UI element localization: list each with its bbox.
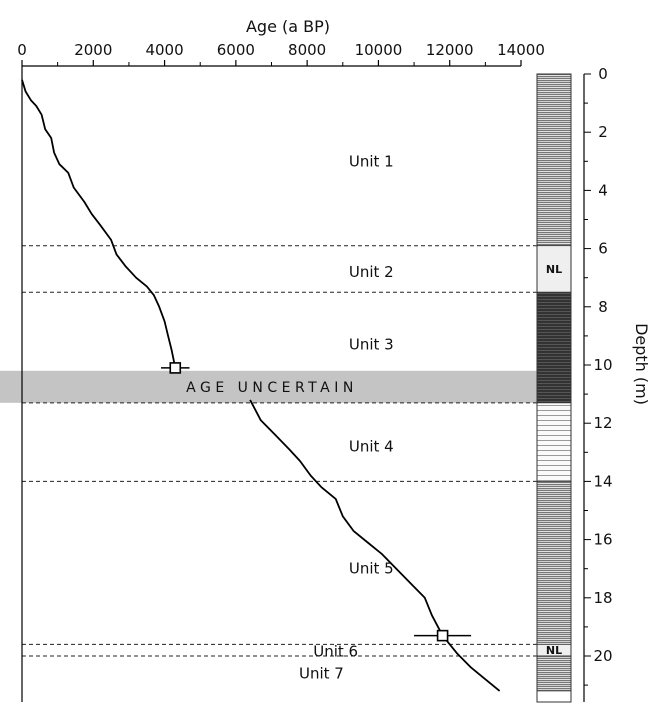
series-line — [21, 79, 177, 369]
y-tick-label: 0 — [598, 65, 608, 83]
age-control-points — [161, 362, 472, 642]
column-segment-medium — [536, 655, 572, 692]
x-tick-label: 8000 — [288, 41, 326, 59]
age-point — [169, 362, 182, 374]
y-tick-label: 4 — [598, 181, 608, 199]
nl-label: NL — [546, 263, 562, 276]
column-segment-dark — [536, 291, 572, 404]
x-tick-label: 0 — [17, 41, 27, 59]
y-tick-label: 20 — [593, 647, 612, 665]
unit-labels: Unit 1 Unit 2 Unit 3 Unit 4 Unit 5 Unit 6 Unit… — [299, 152, 394, 682]
age-point — [436, 629, 449, 642]
unit-label: Unit 4 — [349, 437, 394, 455]
age-depth-curve — [21, 79, 501, 692]
y-tick-label: 2 — [598, 123, 608, 141]
unit-label: Unit 6 — [313, 643, 358, 661]
uncertain-label: AGE UNCERTAIN — [186, 380, 358, 396]
unit-label: Unit 1 — [349, 152, 394, 170]
y-axis-title: Depth (m) — [632, 323, 651, 405]
unit-label: Unit 7 — [299, 664, 344, 682]
uncertain-band-rect — [0, 370, 537, 403]
unit-label: Unit 5 — [349, 560, 394, 578]
x-tick-label: 10000 — [355, 41, 403, 59]
x-tick-label: 12000 — [426, 41, 474, 59]
y-tick-label: 12 — [593, 414, 612, 432]
column-outline — [536, 73, 572, 703]
unit-label: Unit 2 — [349, 263, 394, 281]
unit-label: Unit 3 — [349, 336, 394, 354]
y-tick-label: 8 — [598, 298, 608, 316]
series-line — [249, 399, 501, 692]
y-tick-label: 18 — [593, 589, 612, 607]
x-tick-label: 4000 — [145, 41, 183, 59]
axes: 0 2000 4000 6000 8000 10000 12000 14000 0 2 4 6 8 10 1… — [17, 41, 613, 702]
y-tick-label: 14 — [593, 472, 612, 490]
y-tick-label: 6 — [598, 240, 608, 258]
lithology-column: NL NL — [536, 73, 572, 703]
column-segment-medium — [536, 73, 572, 247]
column-segment-light — [536, 402, 572, 482]
column-segment-medium — [536, 480, 572, 645]
nl-label: NL — [546, 644, 562, 657]
y-tick-label: 16 — [593, 531, 612, 549]
x-tick-label: 6000 — [217, 41, 255, 59]
y-tick-label: 10 — [593, 356, 612, 374]
unit-boundaries — [22, 245, 537, 657]
uncertain-band: AGE UNCERTAIN — [0, 370, 537, 403]
x-tick-label: 2000 — [74, 41, 112, 59]
x-tick-label: 14000 — [497, 41, 545, 59]
x-axis-title: Age (a BP) — [246, 17, 330, 36]
